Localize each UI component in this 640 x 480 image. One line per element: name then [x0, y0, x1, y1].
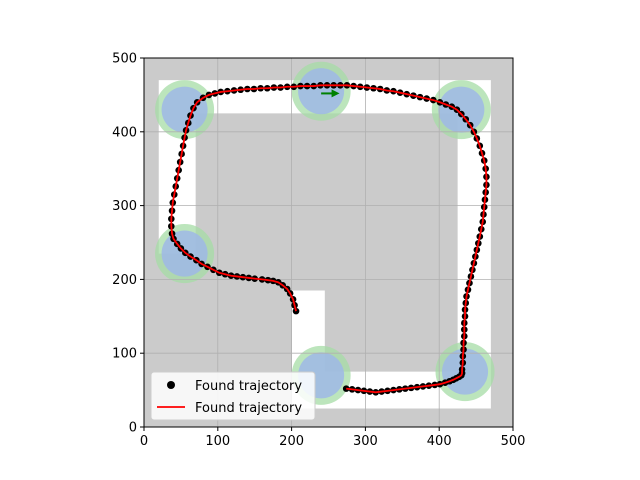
legend: Found trajectory Found trajectory: [150, 371, 316, 421]
legend-entry-markers: Found trajectory: [195, 379, 302, 394]
x-tick-label: 100: [205, 434, 230, 449]
y-tick-label: 400: [112, 125, 137, 140]
y-axis: 0 100 200 300 400 500: [112, 52, 144, 436]
trajectory-point: [292, 307, 300, 315]
y-tick-label: 200: [112, 273, 137, 288]
x-tick-label: 300: [353, 434, 378, 449]
explored-region: [298, 68, 345, 115]
explored-region: [161, 86, 208, 133]
legend-marker-icon: [167, 381, 175, 389]
trajectory-line: [170, 84, 488, 394]
y-tick-label: 500: [112, 52, 137, 67]
x-tick-label: 200: [279, 434, 304, 449]
x-tick-label: 500: [501, 434, 526, 449]
legend-box: [150, 371, 316, 421]
explored-region: [438, 86, 485, 133]
x-tick-label: 400: [427, 434, 452, 449]
x-tick-label: 0: [140, 434, 148, 449]
y-tick-label: 0: [129, 421, 137, 436]
explored-region: [442, 348, 489, 395]
legend-entry-line: Found trajectory: [195, 401, 302, 416]
heading-arrow-head: [331, 89, 340, 98]
plot-area: [144, 58, 513, 427]
x-axis: 0 100 200 300 400 500: [140, 427, 526, 449]
track-inner: [195, 113, 458, 372]
y-tick-label: 100: [112, 347, 137, 362]
y-tick-label: 300: [112, 199, 137, 214]
grid-lines: [144, 58, 513, 427]
plot-frame: [143, 57, 514, 428]
